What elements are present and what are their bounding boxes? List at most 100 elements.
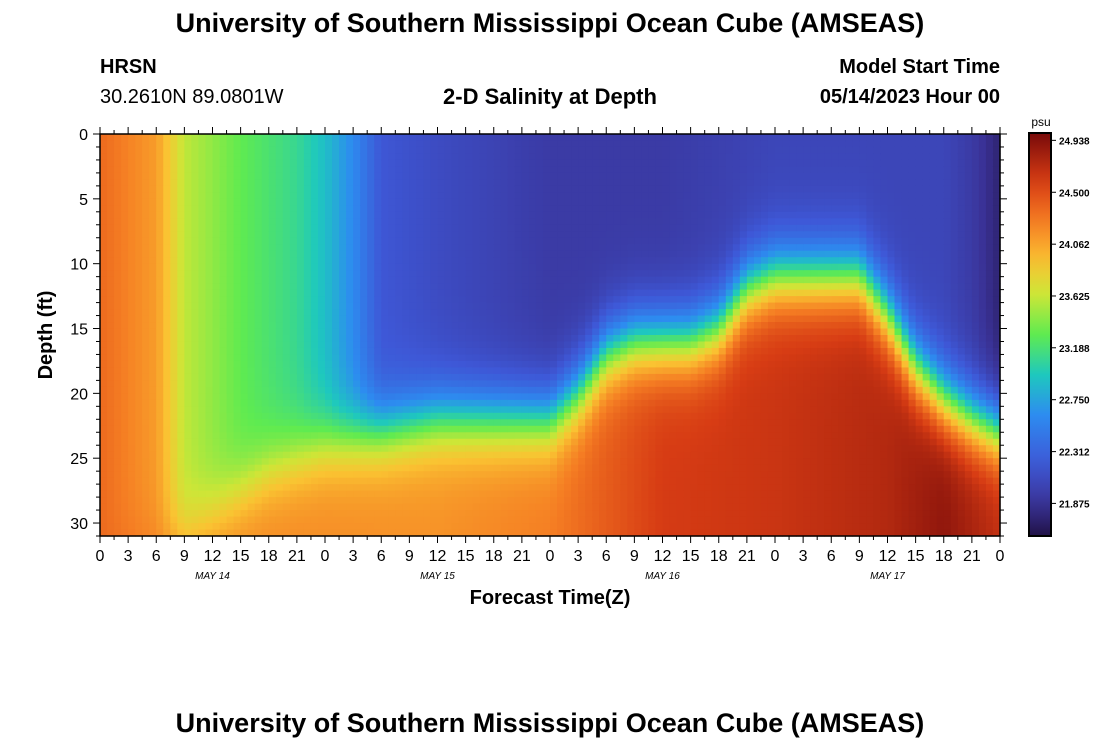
heatmap-cell [550,335,558,343]
heatmap-cell [261,367,270,375]
heatmap-cell [479,393,488,401]
heatmap-cell [437,198,446,206]
heatmap-cell [142,146,150,155]
heatmap-cell [507,185,516,193]
heatmap-cell [493,237,502,245]
heatmap-cell [479,523,488,531]
heatmap-cell [486,477,495,485]
heatmap-cell [444,244,453,252]
heatmap-cell [613,360,621,369]
heatmap-cell [599,205,607,213]
heatmap-cell [121,386,129,394]
heatmap-cell [514,347,523,356]
heatmap-cell [528,373,537,381]
heatmap-cell [465,283,474,291]
heatmap-cell [465,516,474,524]
heatmap-cell [535,380,544,388]
heatmap-cell [578,153,586,161]
heatmap-cell [557,276,565,284]
heatmap-cell [353,425,361,433]
heatmap-cell [486,451,495,459]
heatmap-cell [353,490,361,498]
heatmap-cell [493,315,502,323]
heatmap-cell [514,198,523,206]
heatmap-cell [479,166,488,174]
heatmap-cell [564,270,572,278]
heatmap-cell [177,276,185,284]
heatmap-cell [282,211,291,219]
heatmap-cell [472,289,481,297]
heatmap-cell [458,192,467,200]
heatmap-cell [451,289,460,297]
heatmap-cell [528,367,537,375]
heatmap-cell [346,322,354,330]
heatmap-cell [247,185,256,193]
heatmap-cell [578,257,586,265]
heatmap-cell [219,322,228,330]
heatmap-cell [142,445,150,453]
heatmap-cell [374,490,382,498]
heatmap-cell [535,386,544,394]
heatmap-cell [268,172,277,180]
heatmap-cell [648,367,657,375]
heatmap-cell [191,309,200,317]
heatmap-cell [289,503,298,511]
heatmap-cell [177,244,185,252]
heatmap-cell [493,198,502,206]
heatmap-cell [641,412,650,420]
heatmap-cell [585,360,593,369]
heatmap-cell [233,497,242,505]
heatmap-cell [634,367,643,375]
heatmap-cell [303,328,312,336]
heatmap-cell [507,510,516,518]
heatmap-cell [184,347,193,356]
heatmap-cell [641,302,650,310]
heatmap-cell [268,412,277,420]
heatmap-cell [409,192,418,200]
heatmap-cell [550,477,558,485]
heatmap-cell [655,328,664,336]
heatmap-cell [599,510,607,518]
heatmap-cell [486,179,495,187]
heatmap-cell [205,380,214,388]
heatmap-cell [254,198,263,206]
heatmap-cell [451,510,460,518]
heatmap-cell [247,192,256,200]
heatmap-cell [437,412,446,420]
heatmap-cell [627,393,635,401]
heatmap-cell [521,523,530,531]
heatmap-cell [191,134,200,142]
heatmap-cell [339,302,347,310]
heatmap-cell [212,185,221,193]
heatmap-cell [409,393,418,401]
heatmap-cell [634,296,643,304]
heatmap-cell [360,179,368,187]
heatmap-cell [451,464,460,472]
heatmap-cell [444,237,453,245]
heatmap-cell [128,529,136,537]
heatmap-cell [493,510,502,518]
heatmap-cell [254,211,263,219]
heatmap-cell [641,438,650,446]
heatmap-cell [606,315,614,323]
heatmap-cell [275,140,284,148]
heatmap-cell [472,367,481,375]
heatmap-cell [268,231,277,239]
heatmap-cell [177,166,185,174]
heatmap-cell [648,438,657,446]
heatmap-cell [465,224,474,232]
heatmap-cell [571,146,579,155]
heatmap-cell [219,341,228,349]
heatmap-cell [367,134,375,142]
heatmap-cell [564,244,572,252]
heatmap-cell [332,490,340,498]
heatmap-cell [564,354,572,362]
heatmap-cell [100,406,108,414]
heatmap-cell [592,386,600,394]
heatmap-cell [353,432,361,440]
heatmap-cell [170,490,178,498]
heatmap-cell [367,166,375,174]
heatmap-cell [254,471,263,479]
heatmap-cell [514,341,523,349]
heatmap-cell [114,302,122,310]
